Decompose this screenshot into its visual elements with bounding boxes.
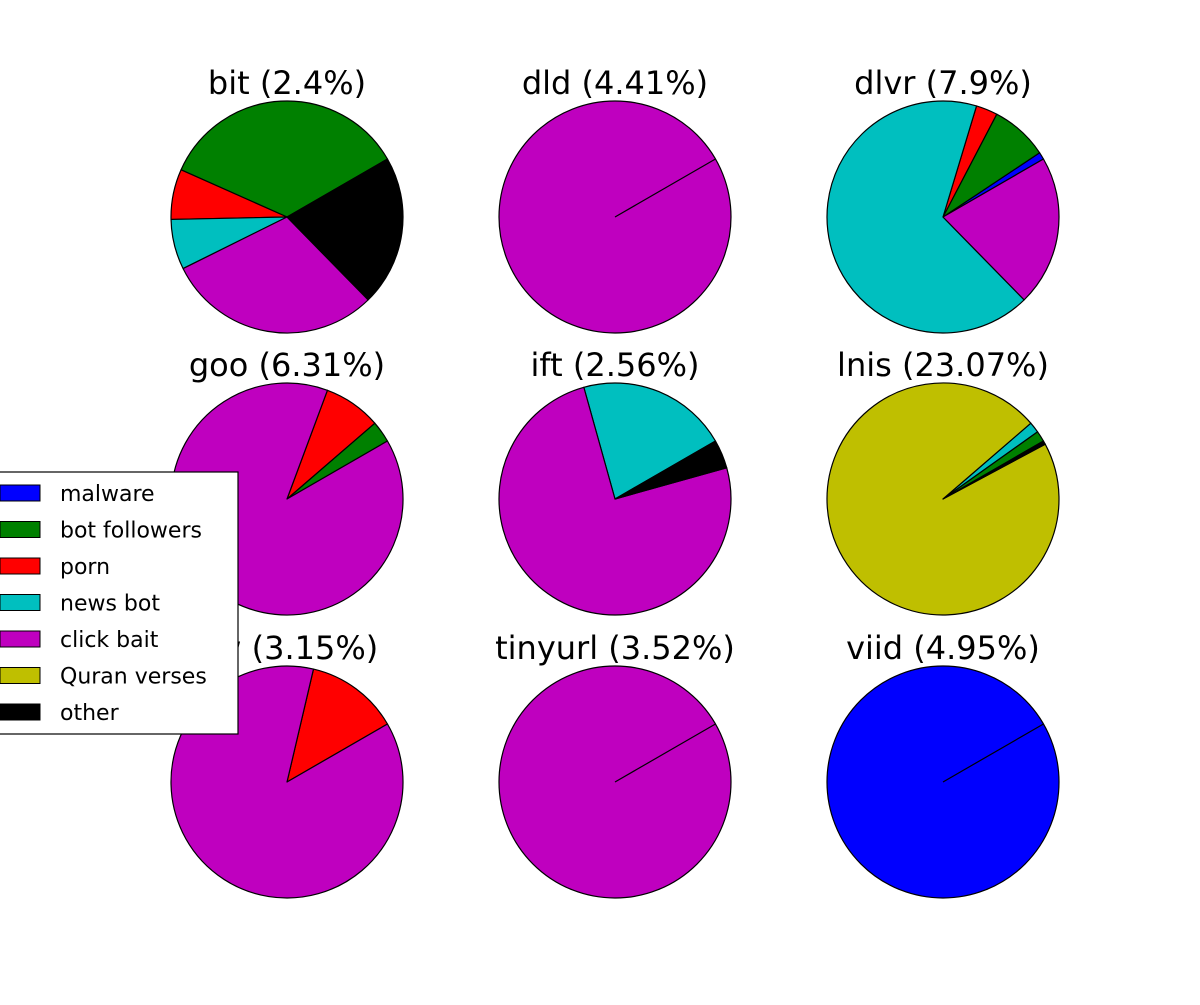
slice-seam bbox=[614, 723, 716, 783]
legend-label: porn bbox=[60, 555, 110, 580]
legend-label: bot followers bbox=[60, 519, 202, 544]
slice-other bbox=[942, 440, 1046, 500]
slice-porn bbox=[286, 668, 389, 783]
legend-label: click bait bbox=[60, 628, 159, 653]
legend-item-quran-verses: Quran verses bbox=[0, 665, 207, 690]
legend-swatch bbox=[0, 521, 41, 538]
legend-swatch bbox=[0, 484, 41, 502]
slice-other bbox=[614, 440, 728, 500]
slice-click-bait bbox=[182, 216, 369, 334]
legend-item-news-bot: news bot bbox=[0, 592, 160, 617]
legend-label: malware bbox=[60, 482, 155, 507]
legend-item-porn: porn bbox=[0, 555, 110, 580]
legend-label: other bbox=[60, 701, 120, 726]
pies-group: bit (2.4%) dld (4.41%) dlvr (7.9%) goo (6.3… bbox=[170, 64, 1060, 899]
legend-item-bot-followers: bot followers bbox=[0, 519, 202, 544]
slice-seam bbox=[614, 158, 716, 218]
pie-dlvr: dlvr (7.9%) bbox=[826, 64, 1060, 334]
pie-title: dld (4.41%) bbox=[522, 64, 708, 102]
pie-tinyurl: tinyurl (3.52%) bbox=[495, 629, 735, 899]
legend-swatch bbox=[0, 703, 41, 721]
legend-swatch bbox=[0, 594, 41, 611]
pie-lnis: lnis (23.07%) bbox=[826, 346, 1060, 616]
pie-title: viid (4.95%) bbox=[846, 629, 1040, 667]
pie-ift: ift (2.56%) bbox=[498, 346, 732, 616]
pie-title: goo (6.31%) bbox=[189, 346, 385, 384]
pie-title: tinyurl (3.52%) bbox=[495, 629, 735, 667]
pie-title: lnis (23.07%) bbox=[837, 346, 1049, 384]
pie-title: ift (2.56%) bbox=[531, 346, 700, 384]
pie-title: bit (2.4%) bbox=[208, 64, 366, 102]
legend-swatch bbox=[0, 630, 41, 648]
slice-click-bait bbox=[942, 158, 1060, 301]
legend-item-other: other bbox=[0, 701, 120, 726]
pie-title: dlvr (7.9%) bbox=[854, 64, 1032, 102]
legend: malware bot followers porn news bot click ba… bbox=[0, 471, 239, 735]
pie-viid: viid (4.95%) bbox=[826, 629, 1060, 899]
legend-label: Quran verses bbox=[60, 665, 207, 690]
legend-item-click-bait: click bait bbox=[0, 628, 159, 653]
slice-bot-followers bbox=[180, 100, 389, 218]
legend-label: news bot bbox=[60, 592, 160, 617]
legend-swatch bbox=[0, 667, 41, 684]
slice-news-bot bbox=[583, 382, 717, 500]
pie-dld: dld (4.41%) bbox=[498, 64, 732, 334]
slice-other bbox=[286, 158, 404, 301]
legend-item-malware: malware bbox=[0, 482, 155, 507]
slice-click-bait bbox=[498, 386, 732, 616]
slice-seam bbox=[942, 723, 1044, 783]
pie-bit: bit (2.4%) bbox=[170, 64, 404, 334]
legend-swatch bbox=[0, 557, 41, 575]
slice-news-bot bbox=[826, 100, 1025, 334]
